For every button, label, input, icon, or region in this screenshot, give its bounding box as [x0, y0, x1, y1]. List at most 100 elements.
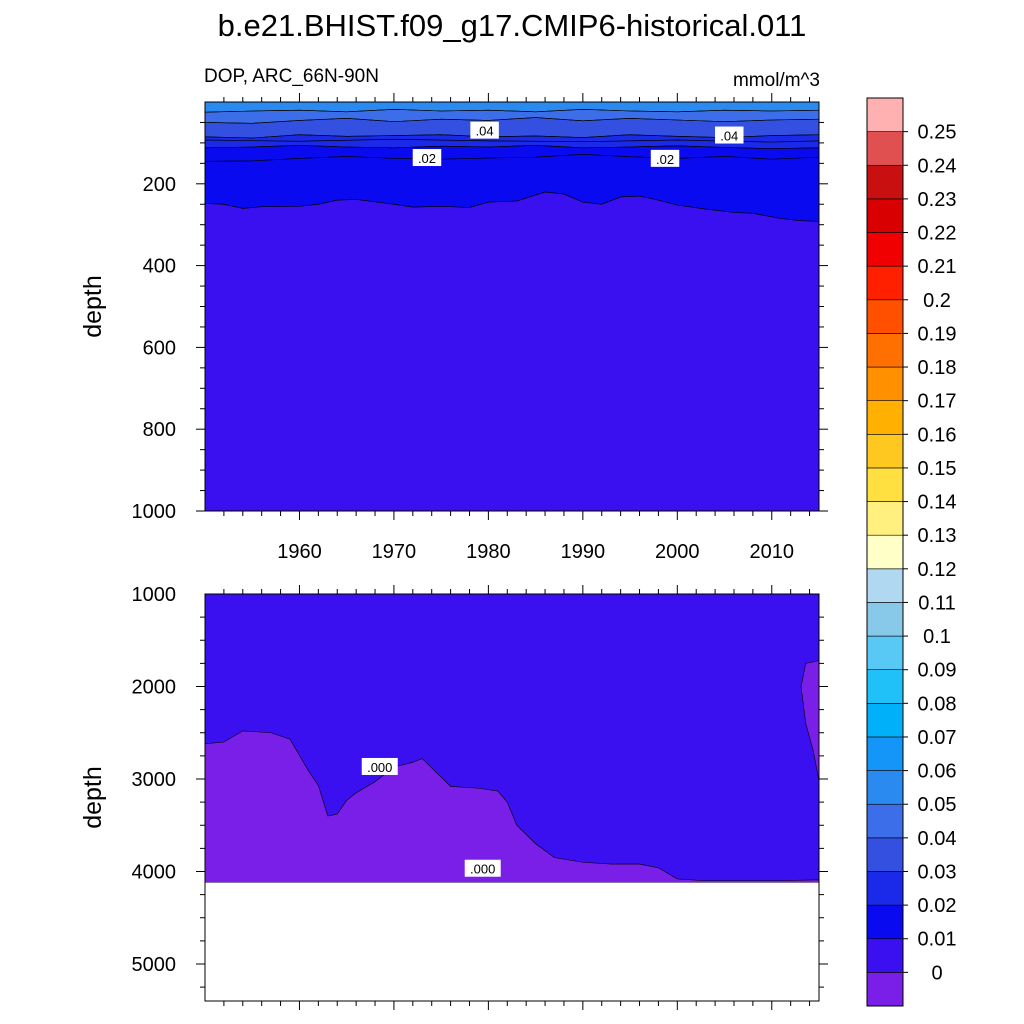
- colorbar-swatch: [866, 333, 904, 368]
- colorbar-label: 0.06: [918, 761, 957, 783]
- colorbar-swatch: [866, 837, 904, 872]
- colorbar-swatch: [866, 366, 904, 401]
- colorbar-swatch: [866, 703, 904, 738]
- colorbar-swatch: [866, 972, 904, 1007]
- colorbar-label: 0.11: [918, 592, 955, 614]
- filled-band-deep: [205, 191, 819, 511]
- colorbar-swatch: [866, 602, 904, 637]
- filled-band-mid: [205, 154, 819, 222]
- y-tick-label: 1000: [132, 501, 177, 523]
- y-tick-label: 2000: [132, 677, 177, 699]
- contour-label: .000: [367, 760, 392, 775]
- variable-region-label: DOP, ARC_66N-90N: [204, 66, 379, 87]
- y-tick-label: 5000: [132, 954, 177, 976]
- colorbar-label: 0.09: [918, 660, 957, 682]
- contour-line-0: [205, 191, 819, 222]
- colorbar-swatch: [866, 433, 904, 469]
- contour-label: .02: [656, 152, 674, 167]
- colorbar-label: 0.19: [918, 323, 957, 345]
- y-tick-label: 200: [143, 174, 176, 196]
- colorbar-label: 0.14: [918, 492, 957, 514]
- colorbar-label: 0.15: [918, 458, 957, 480]
- colorbar-swatch: [866, 803, 904, 839]
- contour-label-box: [361, 757, 398, 775]
- colorbar-swatch: [866, 736, 904, 771]
- colorbar-swatch: [866, 501, 904, 536]
- colorbar-swatch: [866, 669, 904, 704]
- colorbar-label: 0.03: [918, 861, 957, 883]
- colorbar-label: 0.23: [918, 189, 957, 211]
- colorbar-swatch: [866, 97, 904, 132]
- x-tick-label: 1980: [466, 541, 511, 563]
- contour-label: .000: [470, 862, 495, 877]
- x-tick-label: 2000: [655, 541, 700, 563]
- colorbar-label: 0.21: [918, 256, 957, 278]
- contour-line-band-0: [205, 154, 819, 162]
- seafloor-mask: [205, 882, 819, 1001]
- contour-label-box: [470, 121, 499, 139]
- contour-label: .04: [720, 129, 738, 144]
- y-tick-label: 400: [143, 256, 176, 278]
- contour-label-box: [650, 149, 680, 167]
- colorbar-label: 0.08: [918, 693, 957, 715]
- y-tick-label: 800: [143, 419, 176, 441]
- colorbar-label: 0.22: [918, 223, 957, 245]
- colorbar-label: 0.05: [918, 794, 957, 816]
- y-axis-label: depth: [79, 766, 107, 829]
- colorbar-label: 0.17: [918, 391, 957, 413]
- colorbar-label: 0.13: [918, 525, 957, 547]
- colorbar-swatch: [866, 871, 904, 906]
- colorbar-frame: [866, 97, 904, 1007]
- y-tick-label: 4000: [132, 862, 177, 884]
- colorbar-label: 0: [931, 962, 942, 984]
- y-axis-label: depth: [79, 275, 107, 338]
- colorbar-label: 0.01: [918, 929, 957, 951]
- colorbar-swatch: [866, 198, 904, 233]
- colorbar-label: 0.07: [918, 727, 957, 749]
- x-tick-label: 2010: [750, 541, 795, 563]
- colorbar-label: 0.24: [918, 155, 957, 177]
- contour-label: .02: [418, 151, 436, 166]
- chart-title: b.e21.BHIST.f09_g17.CMIP6-historical.011: [218, 8, 807, 43]
- filled-band-1: [205, 730, 819, 883]
- filled-patch-right: [800, 660, 819, 781]
- colorbar-label: 0.1: [923, 626, 951, 648]
- colorbar-swatch: [866, 770, 904, 805]
- colorbar-label: 0.02: [918, 895, 957, 917]
- contour-label-box: [464, 859, 501, 877]
- units-label: mmol/m^3: [733, 70, 820, 91]
- colorbar-swatch: [866, 568, 904, 603]
- colorbar-label: 0.18: [918, 357, 957, 379]
- colorbar-swatch: [866, 635, 904, 671]
- plot-frame: [204, 593, 820, 1002]
- colorbar-swatch: [866, 164, 904, 200]
- colorbar-swatch: [866, 534, 904, 570]
- lower-panel: .000 .000 1000 2000 3000 4000 5000 depth: [79, 584, 828, 1010]
- contour-label-box: [412, 149, 442, 167]
- x-tick-label: 1990: [561, 541, 606, 563]
- colorbar-swatch: [866, 904, 904, 940]
- colorbar-label: 0.25: [918, 122, 957, 144]
- plot-area: .04 .04 .02 .02: [205, 102, 819, 511]
- colorbar-label: 0.12: [918, 559, 957, 581]
- contour-line-1: [205, 138, 819, 143]
- colorbar-swatch: [866, 265, 904, 301]
- contour-line-band-1: [205, 145, 819, 149]
- y-tick-label: 1000: [132, 584, 177, 606]
- contour-label: .04: [476, 124, 494, 139]
- colorbar-label: 0.16: [918, 424, 957, 446]
- contour-line-band-4: [205, 109, 819, 113]
- contour-label-box: [715, 126, 744, 144]
- x-tick-label: 1960: [277, 541, 322, 563]
- x-tick-label: 1970: [372, 541, 417, 563]
- colorbar-swatch: [866, 400, 904, 435]
- y-tick-label: 600: [143, 337, 176, 359]
- y-tick-label: 3000: [132, 769, 177, 791]
- colorbar-swatch: [866, 131, 904, 166]
- colorbar-swatch: [866, 299, 904, 334]
- contour-line-band-3: [205, 117, 819, 124]
- colorbar-swatch: [866, 938, 904, 973]
- colorbar-label: 0.04: [918, 828, 957, 850]
- colorbar: 0 0.01 0.02 0.03 0.04 0.05 0.06 0.07 0.08 0.09 0.1…: [866, 97, 957, 1007]
